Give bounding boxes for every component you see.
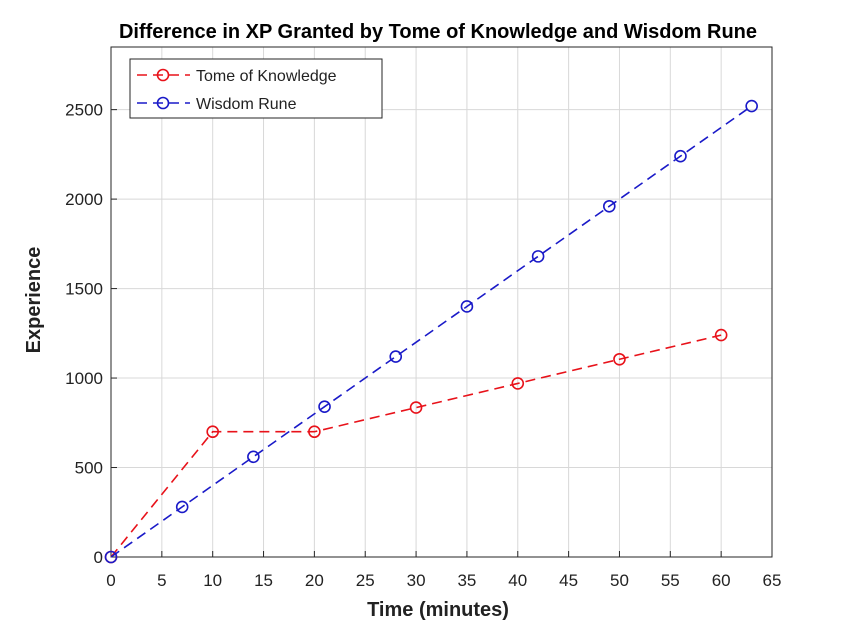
y-tick-label: 1500 (65, 280, 103, 299)
y-axis-ticks: 0 500 1000 1500 2000 2500 (65, 101, 117, 567)
x-axis-label: Time (minutes) (367, 599, 509, 621)
series-line (110, 334, 722, 558)
data-point (460, 300, 474, 313)
x-tick-label: 35 (457, 571, 476, 590)
legend-item: Wisdom Rune (137, 96, 297, 113)
legend-label: Wisdom Rune (196, 96, 297, 113)
legend-item: Tome of Knowledge (137, 68, 337, 85)
series-wisdom-rune (104, 99, 758, 564)
series-layer (104, 99, 758, 564)
data-point (745, 99, 758, 113)
data-point (206, 425, 219, 439)
chart-title: Difference in XP Granted by Tome of Know… (119, 21, 757, 43)
data-point (613, 352, 626, 366)
legend-box (129, 58, 383, 119)
y-tick-label: 2000 (65, 190, 103, 209)
data-point (247, 450, 260, 464)
x-tick-label: 60 (712, 571, 731, 590)
x-tick-label: 0 (106, 571, 115, 590)
x-tick-label: 10 (203, 571, 222, 590)
data-point (308, 425, 321, 439)
legend: Tome of Knowledge Wisdom Rune (129, 58, 383, 119)
x-tick-label: 5 (157, 571, 166, 590)
x-tick-label: 50 (610, 571, 629, 590)
data-point (714, 328, 728, 342)
data-point (409, 401, 423, 414)
series-line (110, 105, 753, 558)
data-point (531, 250, 545, 263)
x-axis-ticks: 0 5 10 15 20 25 30 35 40 45 50 55 60 65 (106, 551, 781, 590)
legend-label: Tome of Knowledge (196, 68, 337, 85)
data-point (175, 500, 189, 514)
legend-marker-swatch (156, 96, 170, 110)
x-tick-label: 20 (305, 571, 324, 590)
plot-area (110, 46, 773, 558)
x-tick-label: 15 (254, 571, 273, 590)
y-tick-label: 500 (75, 459, 103, 478)
data-point (674, 149, 687, 163)
data-point (389, 350, 403, 363)
x-tick-label: 45 (559, 571, 578, 590)
y-tick-label: 0 (94, 548, 103, 567)
data-point (602, 199, 616, 213)
data-point (318, 400, 331, 413)
x-tick-label: 55 (661, 571, 680, 590)
y-tick-label: 1000 (65, 369, 103, 388)
y-tick-label: 2500 (65, 101, 103, 120)
y-axis-label: Experience (23, 247, 45, 354)
data-point (511, 377, 525, 390)
legend-marker-swatch (156, 68, 170, 82)
x-tick-label: 30 (407, 571, 426, 590)
x-tick-label: 65 (763, 571, 782, 590)
x-tick-label: 25 (356, 571, 375, 590)
x-tick-label: 40 (508, 571, 527, 590)
data-point (104, 550, 118, 564)
